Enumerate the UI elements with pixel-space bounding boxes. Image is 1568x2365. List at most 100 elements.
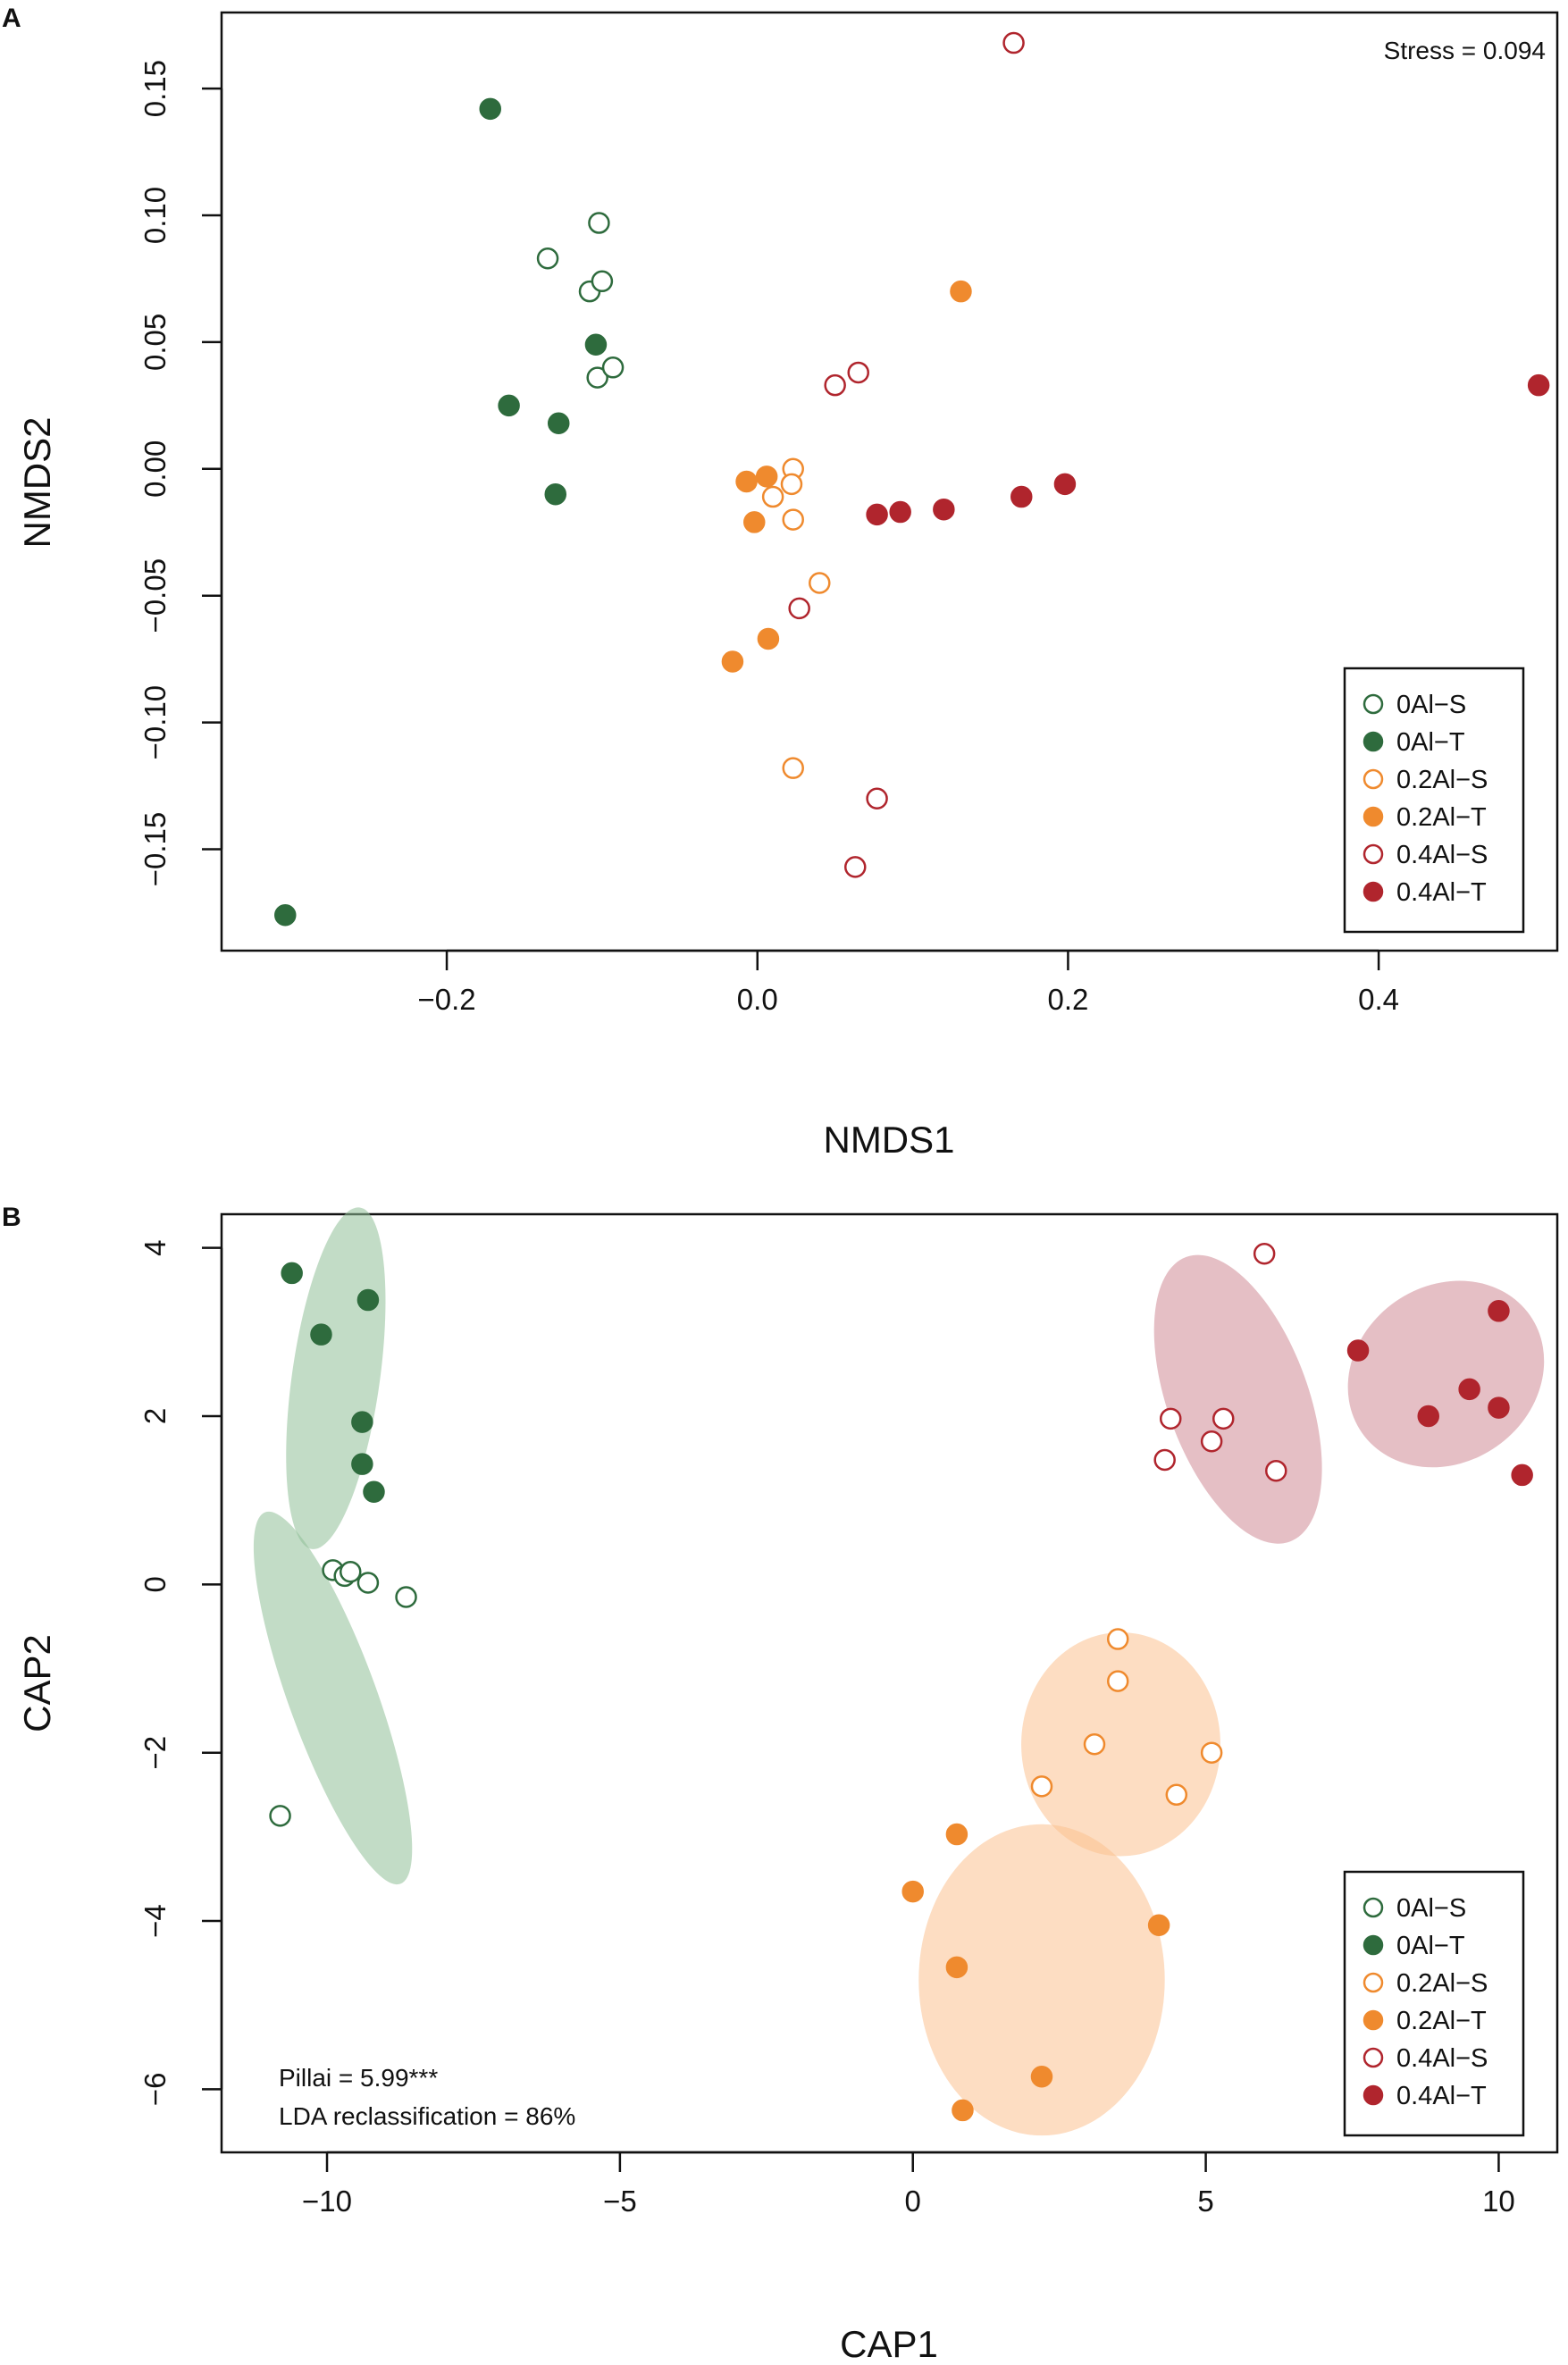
ellipse-0al xyxy=(253,1511,413,1885)
panel-a-x-tick-label: 0.2 xyxy=(1047,983,1088,1016)
point-0al-s xyxy=(356,1572,380,1594)
point-0p4al-s xyxy=(1159,1407,1182,1430)
point-0p4al-s xyxy=(788,597,810,620)
point-0p4al-s xyxy=(866,787,888,809)
legend-marker-0p2al-t xyxy=(1363,2009,1384,2031)
panel-b-x-tick-label: −5 xyxy=(603,2185,637,2218)
panel-b-y-tick-label: 2 xyxy=(138,1408,172,1424)
point-0p2al-t xyxy=(1147,1914,1170,1936)
legend-label-0al-t: 0Al−T xyxy=(1396,728,1465,757)
legend-marker-0p2al-t xyxy=(1363,806,1384,827)
point-0p2al-t xyxy=(901,1880,924,1903)
point-0p4al-t xyxy=(889,500,911,524)
point-0p2al-t xyxy=(735,470,758,493)
legend-label-0p4al-t: 0.4Al−T xyxy=(1396,878,1487,907)
legend-label-0p2al-s: 0.2Al−S xyxy=(1396,766,1488,794)
point-0p2al-t xyxy=(952,2099,974,2122)
legend-label-0al-s: 0Al−S xyxy=(1396,691,1466,719)
point-0p4al-s xyxy=(1265,1459,1287,1482)
panel-a-y-tick-label: −0.10 xyxy=(138,685,172,760)
point-0p2al-s xyxy=(782,508,804,531)
panel-b-y-tick-label: −6 xyxy=(138,2073,172,2107)
point-0p4al-t xyxy=(1346,1339,1370,1362)
point-0al-t xyxy=(356,1288,380,1312)
point-0p4al-t xyxy=(933,498,955,521)
legend-marker-0al-s xyxy=(1363,693,1384,715)
point-0al-s xyxy=(588,212,610,234)
panel-a-y-axis-ticks: −0.15 −0.10 −0.05 0.00 0.05 0.10 0.15 xyxy=(138,60,223,886)
panel-a-x-axis-title: NMDS1 xyxy=(823,1119,954,1161)
point-0p4al-s xyxy=(824,373,846,397)
panel-b-cap-plot: B −10 −5 0 5 10 −6 −4 −2 0 2 4 CAP1 CAP2 Pillai =… xyxy=(2,1203,1559,2365)
point-0al-t xyxy=(351,1453,373,1475)
point-0p2al-s xyxy=(1165,1783,1188,1807)
point-0p2al-t xyxy=(757,627,780,650)
point-0p2al-t xyxy=(945,1956,968,1979)
point-0p2al-s xyxy=(1106,1670,1129,1692)
panel-b-y-tick-label: 4 xyxy=(138,1239,172,1255)
lda-annotation: LDA reclassification = 86% xyxy=(279,2102,575,2130)
point-0p2al-s xyxy=(1083,1733,1106,1756)
ellipse-0p2al xyxy=(1021,1632,1220,1857)
legend-label-0p2al-t: 0.2Al−T xyxy=(1396,2007,1487,2035)
panel-b-x-tick-label: 0 xyxy=(905,2185,921,2218)
panel-b-points xyxy=(269,1243,1533,2122)
point-0p4al-t xyxy=(1010,485,1033,508)
point-0al-t xyxy=(544,482,566,506)
ellipse-0p2al xyxy=(918,1824,1165,2136)
point-0al-t xyxy=(363,1480,385,1504)
point-0al-s xyxy=(395,1586,417,1608)
panel-b-y-tick-label: −2 xyxy=(138,1736,172,1770)
point-0p4al-s xyxy=(1153,1448,1176,1472)
panel-a-y-tick-label: 0.15 xyxy=(138,60,172,117)
point-0p4al-s xyxy=(1253,1243,1276,1265)
point-0p2al-s xyxy=(809,572,831,594)
point-0p4al-t xyxy=(1488,1396,1510,1419)
point-0p4al-s xyxy=(847,361,869,384)
panel-a-letter: A xyxy=(2,4,21,33)
ellipse-0p4al xyxy=(1347,1280,1545,1468)
point-0al-t xyxy=(547,412,570,434)
panel-a-y-tick-label: 0.05 xyxy=(138,314,172,371)
point-0p4al-s xyxy=(1200,1430,1223,1453)
legend-label-0al-s: 0Al−S xyxy=(1396,1894,1466,1923)
panel-b-letter: B xyxy=(2,1203,21,1232)
point-0p2al-t xyxy=(950,280,972,303)
point-0p2al-s xyxy=(782,757,804,779)
legend-marker-0al-t xyxy=(1363,1934,1384,1956)
point-0p4al-t xyxy=(866,503,888,526)
panel-b-y-tick-label: −4 xyxy=(138,1904,172,1938)
point-0al-t xyxy=(584,333,608,356)
panel-b-y-axis-ticks: −6 −4 −2 0 2 4 xyxy=(138,1239,223,2107)
point-0al-t xyxy=(479,97,501,121)
panel-a-legend: 0Al−S 0Al−T 0.2Al−S 0.2Al−T 0.4Al−S 0.4Al−T xyxy=(1343,667,1525,934)
legend-label-0p4al-s: 0.4Al−S xyxy=(1396,2044,1488,2073)
point-0al-s xyxy=(536,247,559,270)
panel-a-y-tick-label: 0.10 xyxy=(138,187,172,244)
panel-a-y-tick-label: 0.00 xyxy=(138,440,172,498)
point-0p4al-s xyxy=(844,856,867,878)
point-0al-s xyxy=(591,270,614,293)
point-0p4al-t xyxy=(1488,1300,1510,1322)
legend-marker-0p4al-s xyxy=(1363,2047,1384,2068)
legend-marker-0p4al-s xyxy=(1363,843,1384,865)
point-0p2al-t xyxy=(755,465,778,488)
point-0p4al-s xyxy=(1212,1407,1235,1430)
legend-marker-0p2al-s xyxy=(1363,1972,1384,1993)
point-0p2al-t xyxy=(721,650,744,673)
legend-marker-0p4al-t xyxy=(1363,881,1384,902)
panel-b-x-tick-label: 10 xyxy=(1482,2185,1515,2218)
panel-b-legend: 0Al−S 0Al−T 0.2Al−S 0.2Al−T 0.4Al−S 0.4Al−T xyxy=(1343,1870,1525,2137)
panel-a-x-tick-label: −0.2 xyxy=(417,983,475,1016)
point-0al-s xyxy=(340,1560,362,1583)
point-0p2al-s xyxy=(1106,1628,1129,1650)
point-0al-t xyxy=(351,1411,373,1433)
panel-b-x-axis-title: CAP1 xyxy=(840,2323,938,2365)
point-0al-t xyxy=(498,394,520,417)
legend-label-0p4al-s: 0.4Al−S xyxy=(1396,841,1488,869)
legend-marker-0p2al-s xyxy=(1363,768,1384,790)
legend-label-0p2al-t: 0.2Al−T xyxy=(1396,803,1487,832)
point-0p2al-t xyxy=(1030,2065,1053,2088)
panel-a-nmds-plot: A −0.2 0.0 0.2 0.4 −0.15 −0.10 −0.05 0.00 0.05 0… xyxy=(2,4,1559,1161)
pillai-annotation: Pillai = 5.99*** xyxy=(279,2064,438,2092)
